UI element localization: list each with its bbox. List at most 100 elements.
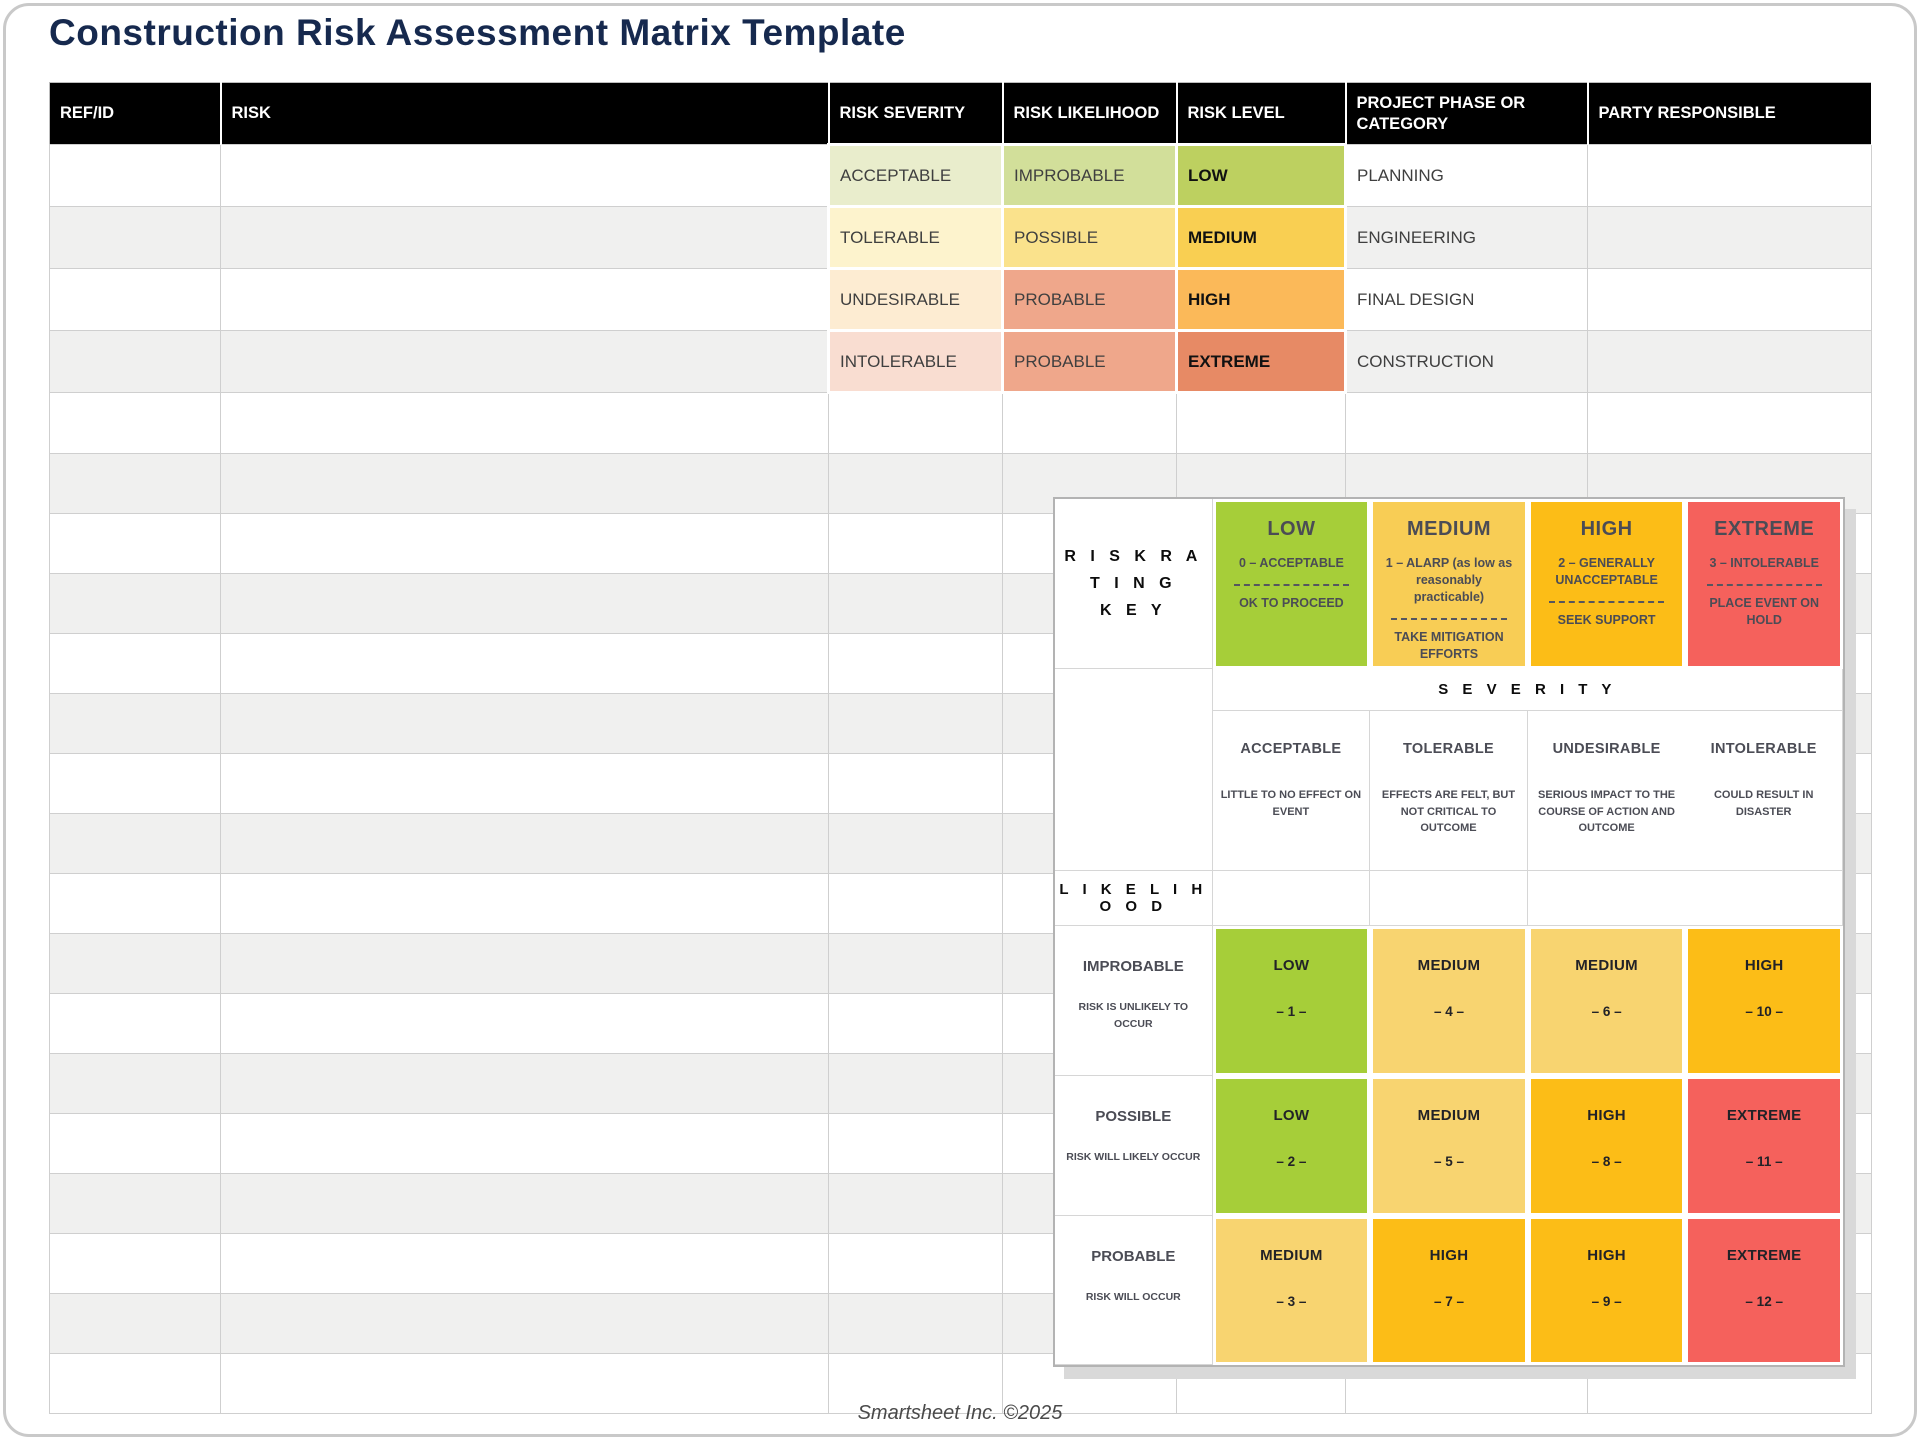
party-responsible-cell[interactable] xyxy=(1587,330,1872,393)
risk-cell[interactable] xyxy=(220,144,829,207)
ref-id-cell[interactable] xyxy=(49,330,221,393)
severity-cell[interactable] xyxy=(828,1233,1003,1294)
ref-id-cell[interactable] xyxy=(49,1293,221,1354)
likelihood-cell[interactable]: IMPROBABLE xyxy=(1001,143,1178,208)
rating-action: OK TO PROCEED xyxy=(1239,595,1344,610)
ref-id-cell[interactable] xyxy=(49,144,221,207)
severity-tolerable: TOLERABLE EFFECTS ARE FELT, BUT NOT CRIT… xyxy=(1370,711,1528,871)
severity-cell[interactable] xyxy=(828,513,1003,574)
rating-low: LOW 0 – ACCEPTABLE OK TO PROCEED xyxy=(1212,499,1371,669)
severity-cell[interactable]: UNDESIRABLE xyxy=(827,267,1004,332)
project-phase-cell[interactable]: PLANNING xyxy=(1345,144,1588,207)
severity-cell[interactable] xyxy=(828,753,1003,814)
matrix-label: LOW xyxy=(1273,957,1310,974)
severity-cell[interactable]: ACCEPTABLE xyxy=(827,143,1004,208)
risk-level-cell[interactable]: LOW xyxy=(1175,143,1347,208)
likelihood-cell[interactable]: PROBABLE xyxy=(1001,329,1178,394)
risk-level-cell[interactable]: EXTREME xyxy=(1175,329,1347,394)
project-phase-cell[interactable]: CONSTRUCTION xyxy=(1345,330,1588,393)
risk-cell[interactable] xyxy=(220,633,829,694)
risk-level-cell[interactable]: MEDIUM xyxy=(1175,205,1347,270)
risk-cell[interactable] xyxy=(220,1353,829,1414)
project-phase-cell[interactable]: FINAL DESIGN xyxy=(1345,268,1588,331)
likelihood-cell[interactable] xyxy=(1002,392,1177,454)
project-phase-cell[interactable] xyxy=(1345,392,1588,454)
rating-medium: MEDIUM 1 – ALARP (as low as reasonably p… xyxy=(1370,499,1528,669)
severity-cell[interactable] xyxy=(828,693,1003,754)
ref-id-cell[interactable] xyxy=(49,1113,221,1174)
party-responsible-cell[interactable] xyxy=(1587,144,1872,207)
risk-level-cell[interactable] xyxy=(1176,392,1346,454)
rating-definition: 1 – ALARP (as low as reasonably practica… xyxy=(1385,556,1513,604)
ref-id-cell[interactable] xyxy=(49,1233,221,1294)
risk-cell[interactable] xyxy=(220,1293,829,1354)
ref-id-cell[interactable] xyxy=(49,453,221,514)
risk-cell[interactable] xyxy=(220,1053,829,1114)
risk-cell[interactable] xyxy=(220,1113,829,1174)
ref-id-cell[interactable] xyxy=(49,1053,221,1114)
severity-name: INTOLERABLE xyxy=(1710,741,1817,757)
severity-cell[interactable]: INTOLERABLE xyxy=(827,329,1004,394)
party-responsible-cell[interactable] xyxy=(1587,268,1872,331)
matrix-label: MEDIUM xyxy=(1417,1107,1481,1124)
risk-cell[interactable] xyxy=(220,813,829,874)
severity-cell[interactable] xyxy=(828,453,1003,514)
likelihood-cell[interactable]: PROBABLE xyxy=(1001,267,1178,332)
ref-id-cell[interactable] xyxy=(49,633,221,694)
ref-id-cell[interactable] xyxy=(49,753,221,814)
severity-cell[interactable]: TOLERABLE xyxy=(827,205,1004,270)
ref-id-cell[interactable] xyxy=(49,813,221,874)
severity-cell[interactable] xyxy=(828,873,1003,934)
severity-cell[interactable] xyxy=(828,933,1003,994)
ref-id-cell[interactable] xyxy=(49,268,221,331)
ref-id-cell[interactable] xyxy=(49,933,221,994)
severity-name: UNDESIRABLE xyxy=(1552,741,1661,757)
risk-cell[interactable] xyxy=(220,268,829,331)
matrix-label: MEDIUM xyxy=(1260,1247,1323,1264)
ref-id-cell[interactable] xyxy=(49,206,221,269)
ref-id-cell[interactable] xyxy=(49,1173,221,1234)
party-responsible-cell[interactable] xyxy=(1587,206,1872,269)
risk-cell[interactable] xyxy=(220,1173,829,1234)
matrix-score: – 4 – xyxy=(1433,1004,1464,1019)
ref-id-cell[interactable] xyxy=(49,693,221,754)
table-row: ACCEPTABLE IMPROBABLE LOW PLANNING xyxy=(49,143,1872,208)
severity-cell[interactable] xyxy=(828,1293,1003,1354)
risk-cell[interactable] xyxy=(220,753,829,814)
column-header-risk-severity: RISK SEVERITY xyxy=(828,82,1004,145)
severity-cell[interactable] xyxy=(828,813,1003,874)
ref-id-cell[interactable] xyxy=(49,1353,221,1414)
risk-cell[interactable] xyxy=(220,330,829,393)
severity-cell[interactable] xyxy=(828,1113,1003,1174)
risk-cell[interactable] xyxy=(220,1233,829,1294)
ref-id-cell[interactable] xyxy=(49,873,221,934)
severity-cell[interactable] xyxy=(828,573,1003,634)
severity-cell[interactable] xyxy=(828,1173,1003,1234)
risk-cell[interactable] xyxy=(220,206,829,269)
party-responsible-cell[interactable] xyxy=(1587,392,1872,454)
severity-acceptable: ACCEPTABLE LITTLE TO NO EFFECT ON EVENT xyxy=(1212,711,1371,871)
risk-level-cell[interactable]: HIGH xyxy=(1175,267,1347,332)
ref-id-cell[interactable] xyxy=(49,993,221,1054)
severity-cell[interactable] xyxy=(828,1353,1003,1414)
risk-cell[interactable] xyxy=(220,933,829,994)
risk-cell[interactable] xyxy=(220,993,829,1054)
risk-cell[interactable] xyxy=(220,513,829,574)
severity-cell[interactable] xyxy=(828,392,1003,454)
ref-id-cell[interactable] xyxy=(49,513,221,574)
likelihood-cell[interactable]: POSSIBLE xyxy=(1001,205,1178,270)
matrix-score: – 8 – xyxy=(1591,1154,1622,1169)
matrix-score: – 5 – xyxy=(1433,1154,1464,1169)
project-phase-cell[interactable]: ENGINEERING xyxy=(1345,206,1588,269)
severity-cell[interactable] xyxy=(828,993,1003,1054)
ref-id-cell[interactable] xyxy=(49,392,221,454)
risk-cell[interactable] xyxy=(220,573,829,634)
severity-cell[interactable] xyxy=(828,1053,1003,1114)
risk-cell[interactable] xyxy=(220,392,829,454)
risk-cell[interactable] xyxy=(220,453,829,514)
severity-cell[interactable] xyxy=(828,633,1003,694)
ref-id-cell[interactable] xyxy=(49,573,221,634)
risk-cell[interactable] xyxy=(220,693,829,754)
risk-cell[interactable] xyxy=(220,873,829,934)
